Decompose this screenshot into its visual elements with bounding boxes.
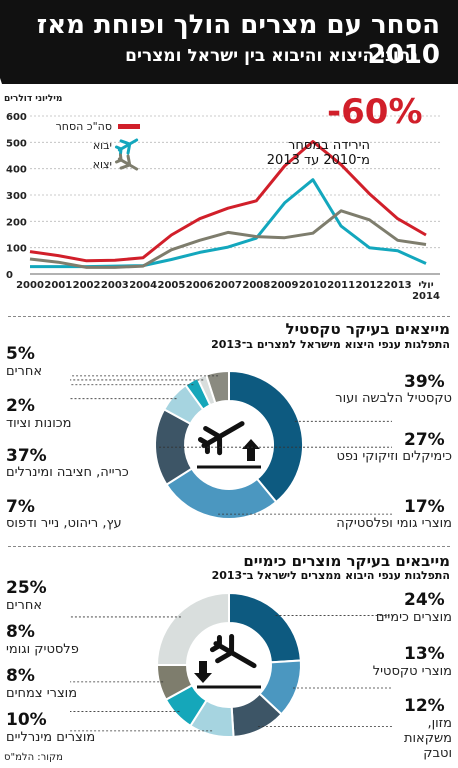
x-tick-label: 2011 xyxy=(327,280,355,291)
exports-donut-chart xyxy=(70,369,392,520)
slice-label: מזון, משקאות וטבק xyxy=(403,716,452,761)
x-tick-label: יולי 2014 xyxy=(412,280,440,302)
slice-pct: 37% xyxy=(6,446,47,466)
textile-section-title: מייצאים בעיקר טקסטיל xyxy=(285,320,450,338)
imports-donut-chart xyxy=(70,591,392,738)
x-tick-label: 2005 xyxy=(158,280,186,291)
x-tick-label: 2008 xyxy=(242,280,270,291)
slice-label: מוצרי טקסטיל xyxy=(372,664,452,679)
y-tick-label: 600 xyxy=(6,112,27,123)
y-tick-label: 400 xyxy=(6,165,27,176)
slice-pct: 39% xyxy=(404,372,445,392)
page-subtitle: נתוני היצוא והיבוא בין ישראל ומצרים xyxy=(125,46,418,66)
page-title: הסחר עם מצרים הולך ופוחת מאז 2010 xyxy=(36,10,440,70)
source-note: מקור: הלמ"ס xyxy=(4,752,63,763)
y-tick-label: 0 xyxy=(6,270,13,281)
x-tick-label: 2007 xyxy=(214,280,242,291)
x-tick-label: 2009 xyxy=(271,280,299,291)
legend-plane-icon xyxy=(114,153,139,171)
slice-label: מוצרים מינרליים xyxy=(6,730,96,745)
slice-label: כרייה, חציבה ומינרלים xyxy=(6,465,129,480)
x-tick-label: 2000 xyxy=(16,280,44,291)
series-line xyxy=(29,209,427,269)
divider xyxy=(8,546,450,547)
x-tick-label: 2013 xyxy=(384,280,412,291)
legend-label: יבוא xyxy=(93,139,112,152)
slice-pct: 7% xyxy=(6,497,35,517)
x-tick-label: 2003 xyxy=(101,280,129,291)
slice-pct: 5% xyxy=(6,344,35,364)
highlight-text-line1: הירידה במסחר xyxy=(288,138,370,153)
x-tick-label: 2010 xyxy=(299,280,327,291)
slice-label: מוצרי גומי ופלסטיקה xyxy=(336,516,452,531)
slice-label: עץ, ריהוט, נייר ודפוס xyxy=(6,516,122,531)
donut-slice xyxy=(204,369,230,405)
x-tick-label: 2004 xyxy=(129,280,157,291)
slice-label: מוצרים כימיים xyxy=(375,610,452,625)
slice-pct: 24% xyxy=(404,590,445,610)
legend-plane-icon xyxy=(114,138,139,156)
slice-label: אחרים xyxy=(6,364,43,379)
x-tick-label: 2002 xyxy=(73,280,101,291)
donut-slice xyxy=(155,591,230,666)
slice-pct: 2% xyxy=(6,396,35,416)
header-zigzag xyxy=(0,0,458,84)
chemicals-section-title: מייבאים בעיקר מוצרים כימיים xyxy=(243,552,450,570)
slice-label: מוצרי צמחים xyxy=(6,686,78,701)
slice-pct: 8% xyxy=(6,622,35,642)
x-tick-label: 2012 xyxy=(356,280,384,291)
slice-pct: 27% xyxy=(404,430,445,450)
slice-pct: 17% xyxy=(404,497,445,517)
x-tick-label: 2006 xyxy=(186,280,214,291)
slice-label: כימיקלים וזיקוקי נפט xyxy=(336,449,452,464)
y-tick-label: 100 xyxy=(6,244,27,255)
donut-slice xyxy=(228,591,302,664)
y-tick-label: 200 xyxy=(6,217,27,228)
x-tick-label: 2001 xyxy=(44,280,72,291)
slice-pct: 10% xyxy=(6,710,47,730)
slice-pct: 8% xyxy=(6,666,35,686)
highlight-text-line2: מ־2010 עד 2013 xyxy=(266,153,370,168)
textile-section-subtitle: התפלגות ענפי היצוא מישראל למצרים ב־2013 xyxy=(211,338,450,351)
slice-pct: 13% xyxy=(404,644,445,664)
slice-label: מכונות וציוד xyxy=(6,416,72,431)
slice-label: אחרים xyxy=(6,598,43,613)
plane-takeoff-icon xyxy=(197,421,261,469)
slice-pct: 25% xyxy=(6,578,47,598)
series-line xyxy=(29,140,427,263)
legend-label: יצוא xyxy=(93,158,112,171)
legend-label: סה"כ הסחר xyxy=(56,120,112,133)
slice-label: טקסטיל הלבשה ועור xyxy=(335,391,452,406)
y-tick-label: 300 xyxy=(6,191,27,202)
slice-pct: 12% xyxy=(404,696,445,716)
y-tick-label: 500 xyxy=(6,138,27,149)
slice-label: פלסטיק וגומי xyxy=(6,642,79,657)
y-axis-label: מיליוני דולרים xyxy=(4,94,63,104)
highlight-value: 60%- xyxy=(327,92,423,132)
plane-landing-icon xyxy=(194,633,261,689)
legend-swatch xyxy=(118,124,140,129)
divider xyxy=(8,316,450,317)
chemicals-section-subtitle: התפלגות ענפי היבוא ממצרים לישראל ב־2013 xyxy=(211,569,450,582)
donut-slice xyxy=(228,369,304,504)
